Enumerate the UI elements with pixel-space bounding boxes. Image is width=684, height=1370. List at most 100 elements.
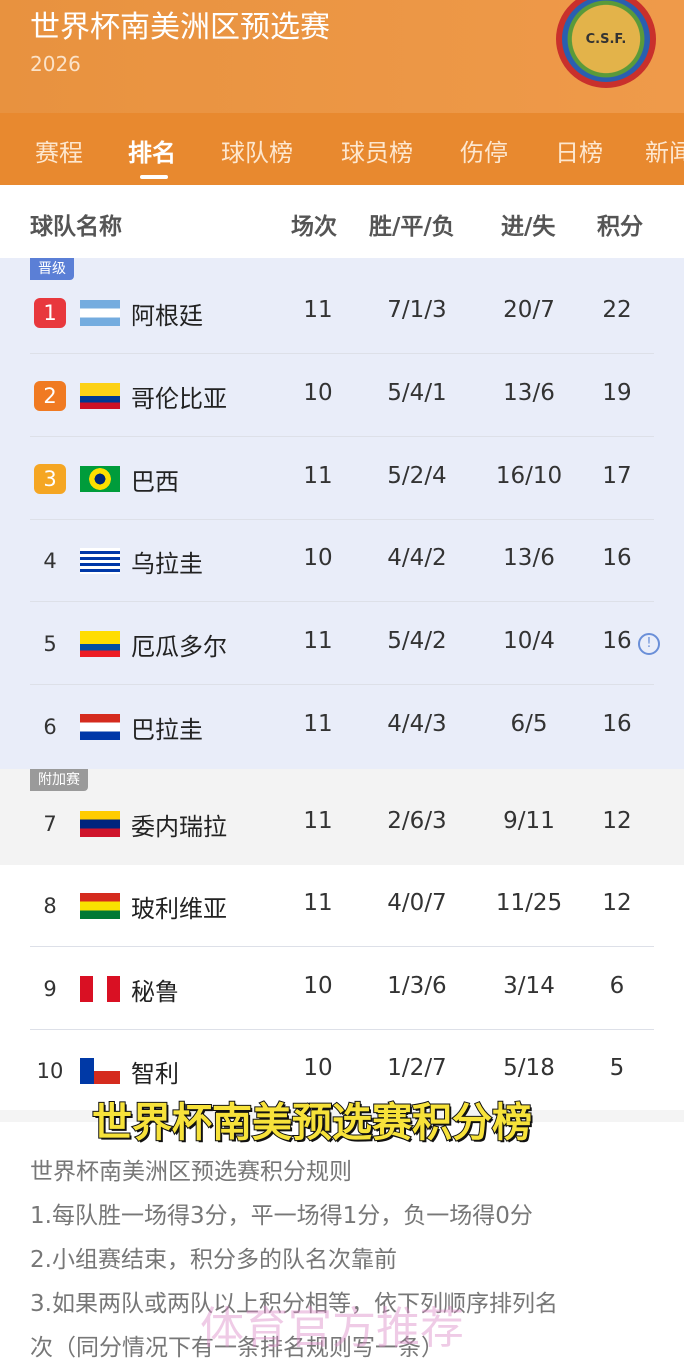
goals: 20/7 <box>503 297 555 323</box>
table-row[interactable]: 10 智利 10 1/2/7 5/18 5 <box>0 1030 684 1112</box>
row-divider <box>30 519 654 520</box>
played: 10 <box>303 545 333 571</box>
table-row[interactable]: 8 玻利维亚 11 4/0/7 11/25 12 <box>0 865 684 947</box>
team-name: 阿根廷 <box>131 302 203 330</box>
rule-item: 2.小组赛结束，积分多的队名次靠前 <box>30 1247 397 1273</box>
info-icon[interactable]: ! <box>638 633 660 655</box>
tab-2[interactable]: 球队榜 <box>221 139 293 167</box>
goals: 11/25 <box>495 890 563 916</box>
played: 11 <box>303 297 333 323</box>
active-tab-indicator <box>140 175 168 179</box>
table-row[interactable]: 6 巴拉圭 11 4/4/3 6/5 16 <box>0 686 684 768</box>
table-row[interactable]: 7 委内瑞拉 11 2/6/3 9/11 12 <box>0 783 684 865</box>
points: 16 <box>602 711 632 737</box>
row-divider <box>30 353 654 354</box>
row-divider <box>30 684 654 685</box>
tab-1[interactable]: 排名 <box>128 139 176 167</box>
rule-item: 3.如果两队或两队以上积分相等，依下列顺序排列名 <box>30 1291 558 1317</box>
row-divider <box>30 601 654 602</box>
rank-badge: 10 <box>36 1059 64 1083</box>
row-divider <box>30 1029 654 1030</box>
team-name: 秘鲁 <box>131 978 179 1006</box>
points: 12 <box>602 808 632 834</box>
wdl: 5/4/1 <box>387 380 447 406</box>
rank-badge: 8 <box>43 894 57 918</box>
table-header: 球队名称 场次 胜/平/负 进/失 积分 <box>0 185 684 258</box>
uruguay-flag-icon <box>80 548 120 574</box>
tab-6[interactable]: 新闻 <box>645 139 684 167</box>
wdl: 4/4/2 <box>387 545 447 571</box>
table-row[interactable]: 3 巴西 11 5/2/4 16/10 17 <box>0 438 684 520</box>
team-name: 哥伦比亚 <box>131 385 227 413</box>
chile-flag-icon <box>80 1058 120 1084</box>
csf-logo: C.S.F. <box>556 0 656 88</box>
rank-badge: 5 <box>43 632 57 656</box>
team-name: 乌拉圭 <box>131 550 203 578</box>
season-year: 2026 <box>30 52 81 76</box>
team-name: 巴拉圭 <box>131 716 203 744</box>
points: 19 <box>602 380 632 406</box>
tab-4[interactable]: 伤停 <box>460 139 508 167</box>
video-caption: 世界杯南美预选赛积分榜 <box>91 1099 533 1147</box>
team-name: 委内瑞拉 <box>131 813 227 841</box>
wdl: 4/0/7 <box>387 890 447 916</box>
argentina-flag-icon <box>80 300 120 326</box>
header-goals: 进/失 <box>501 214 556 240</box>
goals: 13/6 <box>503 380 555 406</box>
header-points: 积分 <box>597 214 643 240</box>
paraguay-flag-icon <box>80 714 120 740</box>
rules-title: 世界杯南美洲区预选赛积分规则 <box>30 1159 352 1185</box>
goals: 16/10 <box>495 463 563 489</box>
played: 11 <box>303 808 333 834</box>
team-name: 玻利维亚 <box>131 895 227 923</box>
played: 10 <box>303 973 333 999</box>
wdl: 1/2/7 <box>387 1055 447 1081</box>
points: 16 <box>602 628 632 654</box>
rank-badge: 2 <box>34 381 66 411</box>
colombia-flag-icon <box>80 383 120 409</box>
row-divider <box>30 946 654 947</box>
tab-3[interactable]: 球员榜 <box>341 139 413 167</box>
rank-badge: 4 <box>43 549 57 573</box>
header-played: 场次 <box>291 214 337 240</box>
table-row[interactable]: 5 厄瓜多尔 11 5/4/2 10/4 16 ! <box>0 603 684 685</box>
venezuela-flag-icon <box>80 811 120 837</box>
header: 世界杯南美洲区预选赛 2026 C.S.F. <box>0 0 684 113</box>
wdl: 7/1/3 <box>387 297 447 323</box>
played: 10 <box>303 1055 333 1081</box>
divider <box>0 1110 684 1122</box>
header-team: 球队名称 <box>30 214 122 240</box>
points: 6 <box>609 973 625 999</box>
peru-flag-icon <box>80 976 120 1002</box>
brazil-flag-icon <box>80 466 120 492</box>
wdl: 2/6/3 <box>387 808 447 834</box>
tab-0[interactable]: 赛程 <box>35 139 83 167</box>
played: 11 <box>303 628 333 654</box>
goals: 6/5 <box>510 711 548 737</box>
team-name: 巴西 <box>131 468 179 496</box>
rank-badge: 9 <box>43 977 57 1001</box>
points: 17 <box>602 463 632 489</box>
wdl: 1/3/6 <box>387 973 447 999</box>
played: 11 <box>303 463 333 489</box>
goals: 5/18 <box>503 1055 555 1081</box>
rank-badge: 7 <box>43 812 57 836</box>
rank-badge: 1 <box>34 298 66 328</box>
rank-badge: 3 <box>34 464 66 494</box>
header-wdl: 胜/平/负 <box>369 214 455 240</box>
wdl: 5/4/2 <box>387 628 447 654</box>
qualified-tag: 晋级 <box>30 258 74 280</box>
table-row[interactable]: 1 阿根廷 11 7/1/3 20/7 22 <box>0 272 684 354</box>
table-row[interactable]: 9 秘鲁 10 1/3/6 3/14 6 <box>0 948 684 1030</box>
team-name: 智利 <box>131 1060 179 1088</box>
table-row[interactable]: 2 哥伦比亚 10 5/4/1 13/6 19 <box>0 355 684 437</box>
points: 5 <box>609 1055 625 1081</box>
rules: 世界杯南美洲区预选赛积分规则 1.每队胜一场得3分，平一场得1分，负一场得0分 … <box>30 1150 558 1370</box>
points: 22 <box>602 297 632 323</box>
row-divider <box>30 436 654 437</box>
table-row[interactable]: 4 乌拉圭 10 4/4/2 13/6 16 <box>0 520 684 602</box>
rule-item: 1.每队胜一场得3分，平一场得1分，负一场得0分 <box>30 1203 533 1229</box>
wdl: 5/2/4 <box>387 463 447 489</box>
watermark: 体育官方推荐 <box>200 1303 464 1354</box>
tab-5[interactable]: 日榜 <box>555 139 603 167</box>
